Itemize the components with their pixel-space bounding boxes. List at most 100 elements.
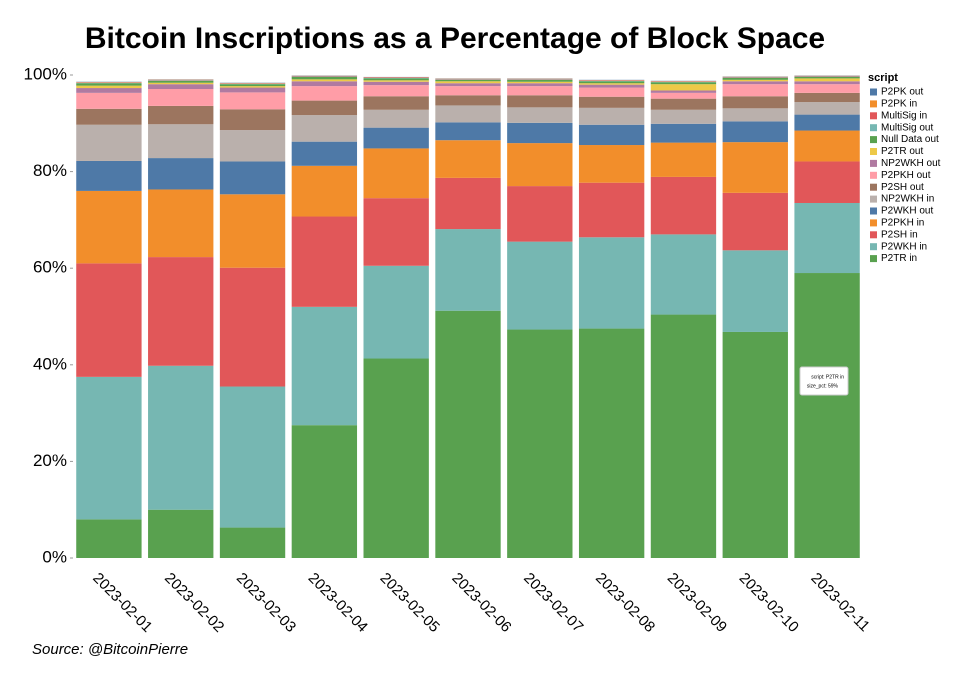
bar-segment [722,331,788,558]
legend-label: P2PKH out [881,170,931,181]
bar-segment [794,76,860,79]
x-tick-label: 2023-02-01 [89,570,155,636]
bar-segment [435,122,501,141]
bar-segment [148,105,214,125]
bar-segment [507,83,573,87]
bar-segment [291,79,358,82]
bar-segment [507,95,573,108]
bar-segment [578,84,645,88]
x-tick-label: 2023-02-10 [736,570,802,636]
bar-segment [76,85,142,89]
bar-segment [794,102,860,115]
bar-segment [722,96,788,109]
legend-label: P2PK out [881,87,923,98]
legend-swatch [870,183,877,191]
bar-segment [148,84,214,90]
bar-segment [76,83,142,86]
bar-segment [363,109,429,128]
bar-segment [76,92,142,109]
bar-segment [650,123,717,143]
bar-segment [507,329,573,558]
x-tick-label: 2023-02-02 [161,570,227,636]
bar-segment [650,84,717,91]
bar-segment [578,83,645,85]
bar-segment [291,425,358,558]
bar-segment [650,109,717,124]
bar-segment [148,158,214,190]
legend-title: script [868,72,898,84]
bar-segment [219,109,286,131]
bar-segment [76,190,142,264]
legend-label: P2SH out [881,182,924,193]
bar-segment [578,96,645,108]
bar-segment [650,92,717,99]
bar-segment [435,310,501,558]
bar-segment [148,189,214,258]
legend-label: P2WKH out [881,206,933,217]
legend-swatch [870,148,877,155]
bar-segment [722,250,788,332]
bar-segment [578,145,645,183]
legend-swatch [870,88,877,96]
legend-label: P2PK in [881,99,917,110]
legend-swatch [870,219,877,227]
bar-segment [507,86,573,96]
legend-label: P2PKH in [881,218,924,229]
legend-swatch [870,112,877,120]
bar-segment [578,182,645,238]
legend-label: MultiSig out [881,122,933,133]
bar-segment [507,122,573,144]
bar-segment [578,328,645,558]
bar-segment [435,229,501,311]
bar-segment [76,108,142,125]
bar-segment [291,306,358,426]
legend-swatch [870,243,877,251]
x-tick-label: 2023-02-05 [377,570,443,636]
x-tick-label: 2023-02-11 [807,570,872,635]
bar-segment [435,81,501,84]
legend-swatch [870,255,877,263]
x-tick-label: 2023-02-09 [664,570,730,636]
bar-segment [76,160,142,191]
bar-segment [148,509,214,558]
bar-segment [650,314,717,558]
tooltip-box [799,366,849,396]
bar-segment [794,202,860,274]
bar-segment [219,130,286,162]
bar-segment [148,124,214,159]
bar-segment [578,87,645,97]
bar-segment [507,143,573,187]
legend-swatch [870,124,877,132]
bar-segment [148,365,214,510]
bar-segment [148,89,214,106]
legend-label: Null Data out [881,134,939,145]
legend-swatch [870,136,877,144]
bar-segment [722,77,788,80]
bar-segment [76,519,142,558]
y-tick-label: 20% [33,451,67,470]
bar-segment [507,81,573,84]
bar-segment [435,79,501,82]
source-note: Source: @BitcoinPierre [32,641,188,658]
bar-segment [578,81,645,84]
legend-swatch [870,159,877,167]
bar-segment [722,79,788,82]
bar-segment [794,130,860,162]
bar-segment [794,84,860,93]
legend-swatch [870,100,877,108]
bar-segment [148,80,214,83]
bar-segment [363,198,429,266]
bar-segment [722,192,788,251]
bar-segment [76,124,142,161]
bar-segment [435,177,501,230]
bar-segment [219,92,286,110]
bar-segment [363,358,429,558]
bar-segment [291,165,358,217]
y-tick-label: 60% [33,258,67,277]
legend-label: P2TR in [881,253,917,264]
y-tick-label: 100% [24,64,67,83]
chart-title: Bitcoin Inscriptions as a Percentage of … [85,22,825,55]
bar-segment [219,86,286,88]
bar-segment [363,81,429,86]
bar-segment [291,100,358,116]
